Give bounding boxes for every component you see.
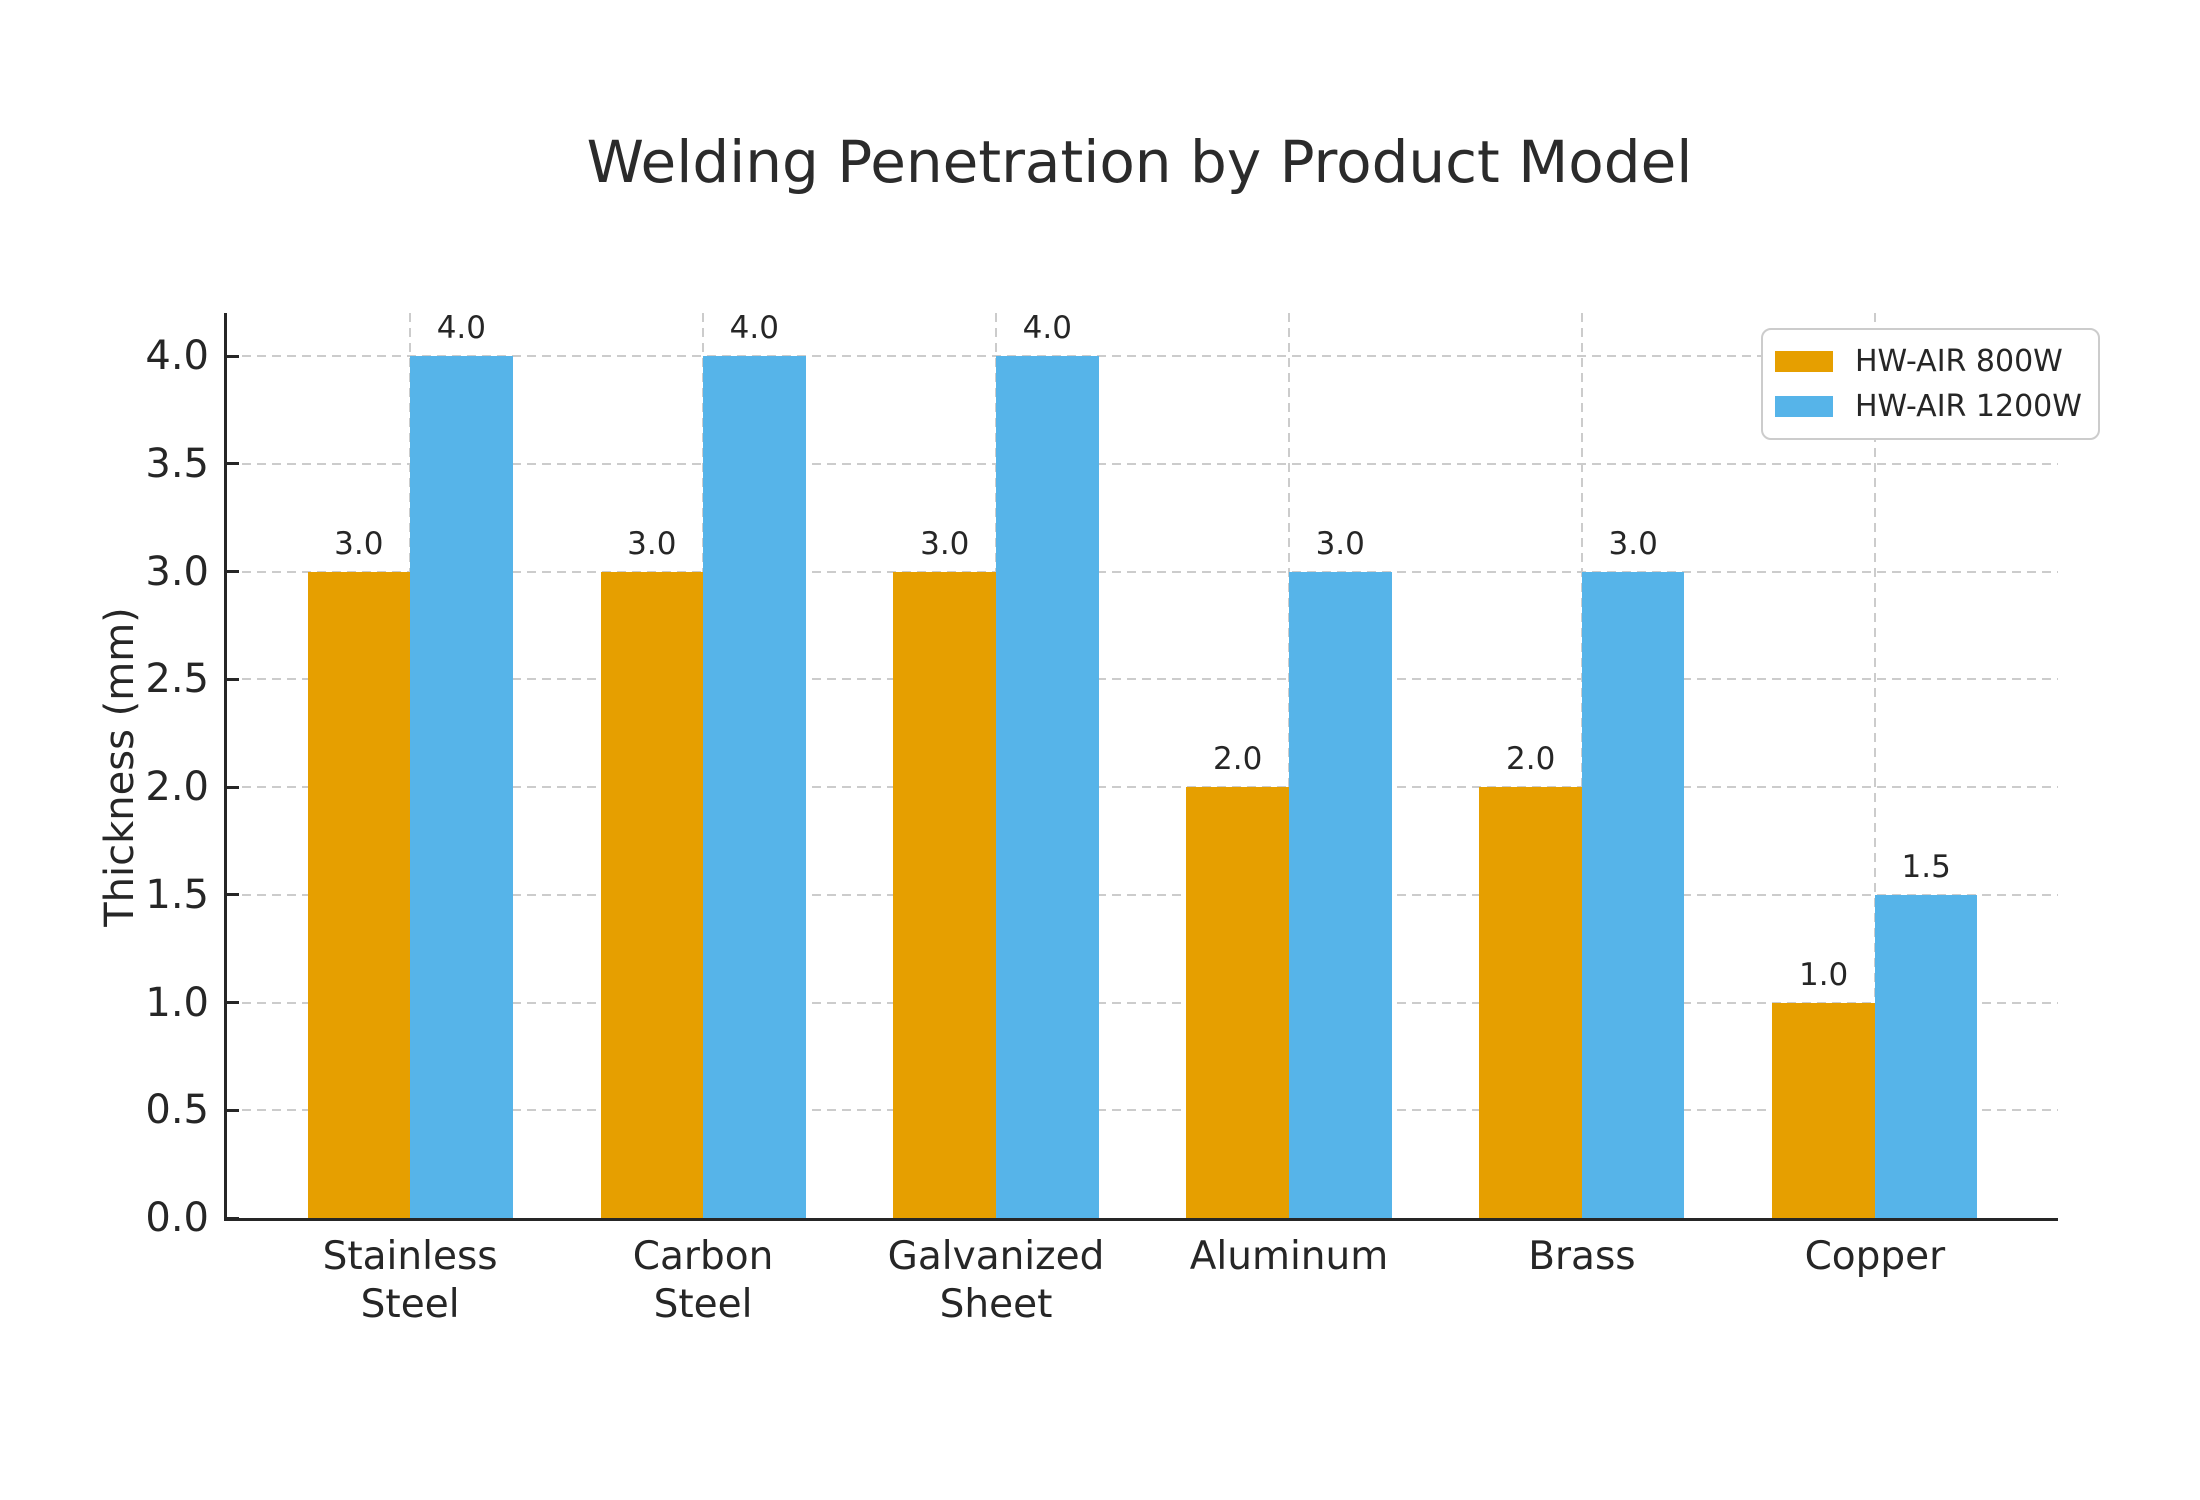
- bar-hw-air-800w-3: [893, 571, 996, 1218]
- gridline-horizontal: [227, 355, 2058, 358]
- x-category-label: Stainless Steel: [322, 1234, 498, 1327]
- y-tick-label: 3.5: [145, 440, 209, 487]
- y-tick-label: 0.0: [145, 1195, 209, 1241]
- y-axis-tick: [227, 462, 239, 466]
- bar-value-label: 2.0: [1506, 741, 1556, 778]
- y-axis-tick: [227, 893, 239, 897]
- gridline-horizontal: [227, 570, 2058, 573]
- bar-value-label: 3.0: [1315, 525, 1365, 562]
- legend-label: HW-AIR 1200W: [1855, 389, 2082, 424]
- y-axis-tick: [227, 354, 239, 358]
- y-axis-tick: [227, 570, 239, 574]
- y-tick-label: 4.0: [145, 333, 209, 380]
- x-category-label: Copper: [1804, 1234, 1946, 1279]
- bar-hw-air-1200w-6: [1874, 894, 1978, 1218]
- bar-hw-air-1200w-4: [1288, 571, 1392, 1218]
- bar-value-label: 3.0: [1608, 525, 1658, 562]
- gridline-horizontal: [227, 1109, 2058, 1112]
- gridline-horizontal: [227, 462, 2058, 465]
- bar-value-label: 1.5: [1901, 848, 1951, 885]
- legend-label: HW-AIR 800W: [1855, 344, 2063, 379]
- bar-hw-air-800w-2: [600, 571, 704, 1218]
- bar-hw-air-800w-6: [1772, 1002, 1875, 1218]
- legend-swatch-icon: [1775, 396, 1833, 417]
- chart-title: Welding Penetration by Product Model: [586, 128, 1693, 196]
- gridline-horizontal: [227, 1001, 2058, 1004]
- x-category-label: Galvanized Sheet: [887, 1234, 1105, 1327]
- y-tick-label: 1.0: [145, 979, 209, 1026]
- y-axis-tick: [227, 1216, 239, 1220]
- y-tick-label: 2.0: [145, 764, 209, 811]
- bar-value-label: 3.0: [920, 525, 970, 562]
- y-axis-tick: [227, 1001, 239, 1005]
- bar-value-label: 4.0: [1022, 310, 1072, 347]
- legend-item: HW-AIR 800W: [1775, 339, 2082, 384]
- bar-value-label: 3.0: [334, 525, 384, 562]
- legend: HW-AIR 800W HW-AIR 1200W: [1761, 328, 2100, 440]
- y-axis-tick: [227, 1108, 239, 1112]
- gridline-horizontal: [227, 893, 2058, 896]
- x-category-label: Carbon Steel: [632, 1234, 774, 1327]
- plot-area: 0.0 0.5 1.0 1.5 2.0 2.5 3.0 3.5 4.0 Stainless Ste…: [145, 310, 2100, 1327]
- bar-hw-air-800w-1: [307, 571, 411, 1218]
- y-axis-tick: [227, 785, 239, 789]
- bar-value-label: 4.0: [729, 310, 779, 347]
- bar-hw-air-800w-4: [1186, 787, 1289, 1218]
- bar-value-label: 4.0: [436, 310, 487, 347]
- bar-hw-air-1200w-2: [703, 356, 806, 1218]
- bar-value-label: 3.0: [627, 525, 677, 562]
- legend-item: HW-AIR 1200W: [1775, 384, 2082, 429]
- y-axis-tick: [227, 677, 239, 681]
- y-tick-label: 0.5: [145, 1087, 209, 1134]
- y-tick-label: 1.5: [145, 871, 209, 918]
- y-tick-label: 2.5: [145, 656, 209, 703]
- bar-hw-air-1200w-3: [996, 356, 1099, 1218]
- gridline-horizontal: [227, 786, 2058, 789]
- gridline-horizontal: [227, 678, 2058, 681]
- x-category-label: Brass: [1528, 1234, 1636, 1279]
- gridline-vertical: [1873, 313, 1876, 1218]
- legend-swatch-icon: [1775, 351, 1833, 372]
- bar-hw-air-1200w-1: [410, 356, 513, 1218]
- x-category-label: Aluminum: [1189, 1234, 1389, 1279]
- bar-value-label: 2.0: [1213, 741, 1263, 778]
- y-tick-label: 3.0: [145, 548, 209, 595]
- bar-value-label: 1.0: [1798, 956, 1849, 993]
- bar-hw-air-1200w-5: [1581, 571, 1685, 1218]
- bar-hw-air-800w-5: [1479, 787, 1582, 1218]
